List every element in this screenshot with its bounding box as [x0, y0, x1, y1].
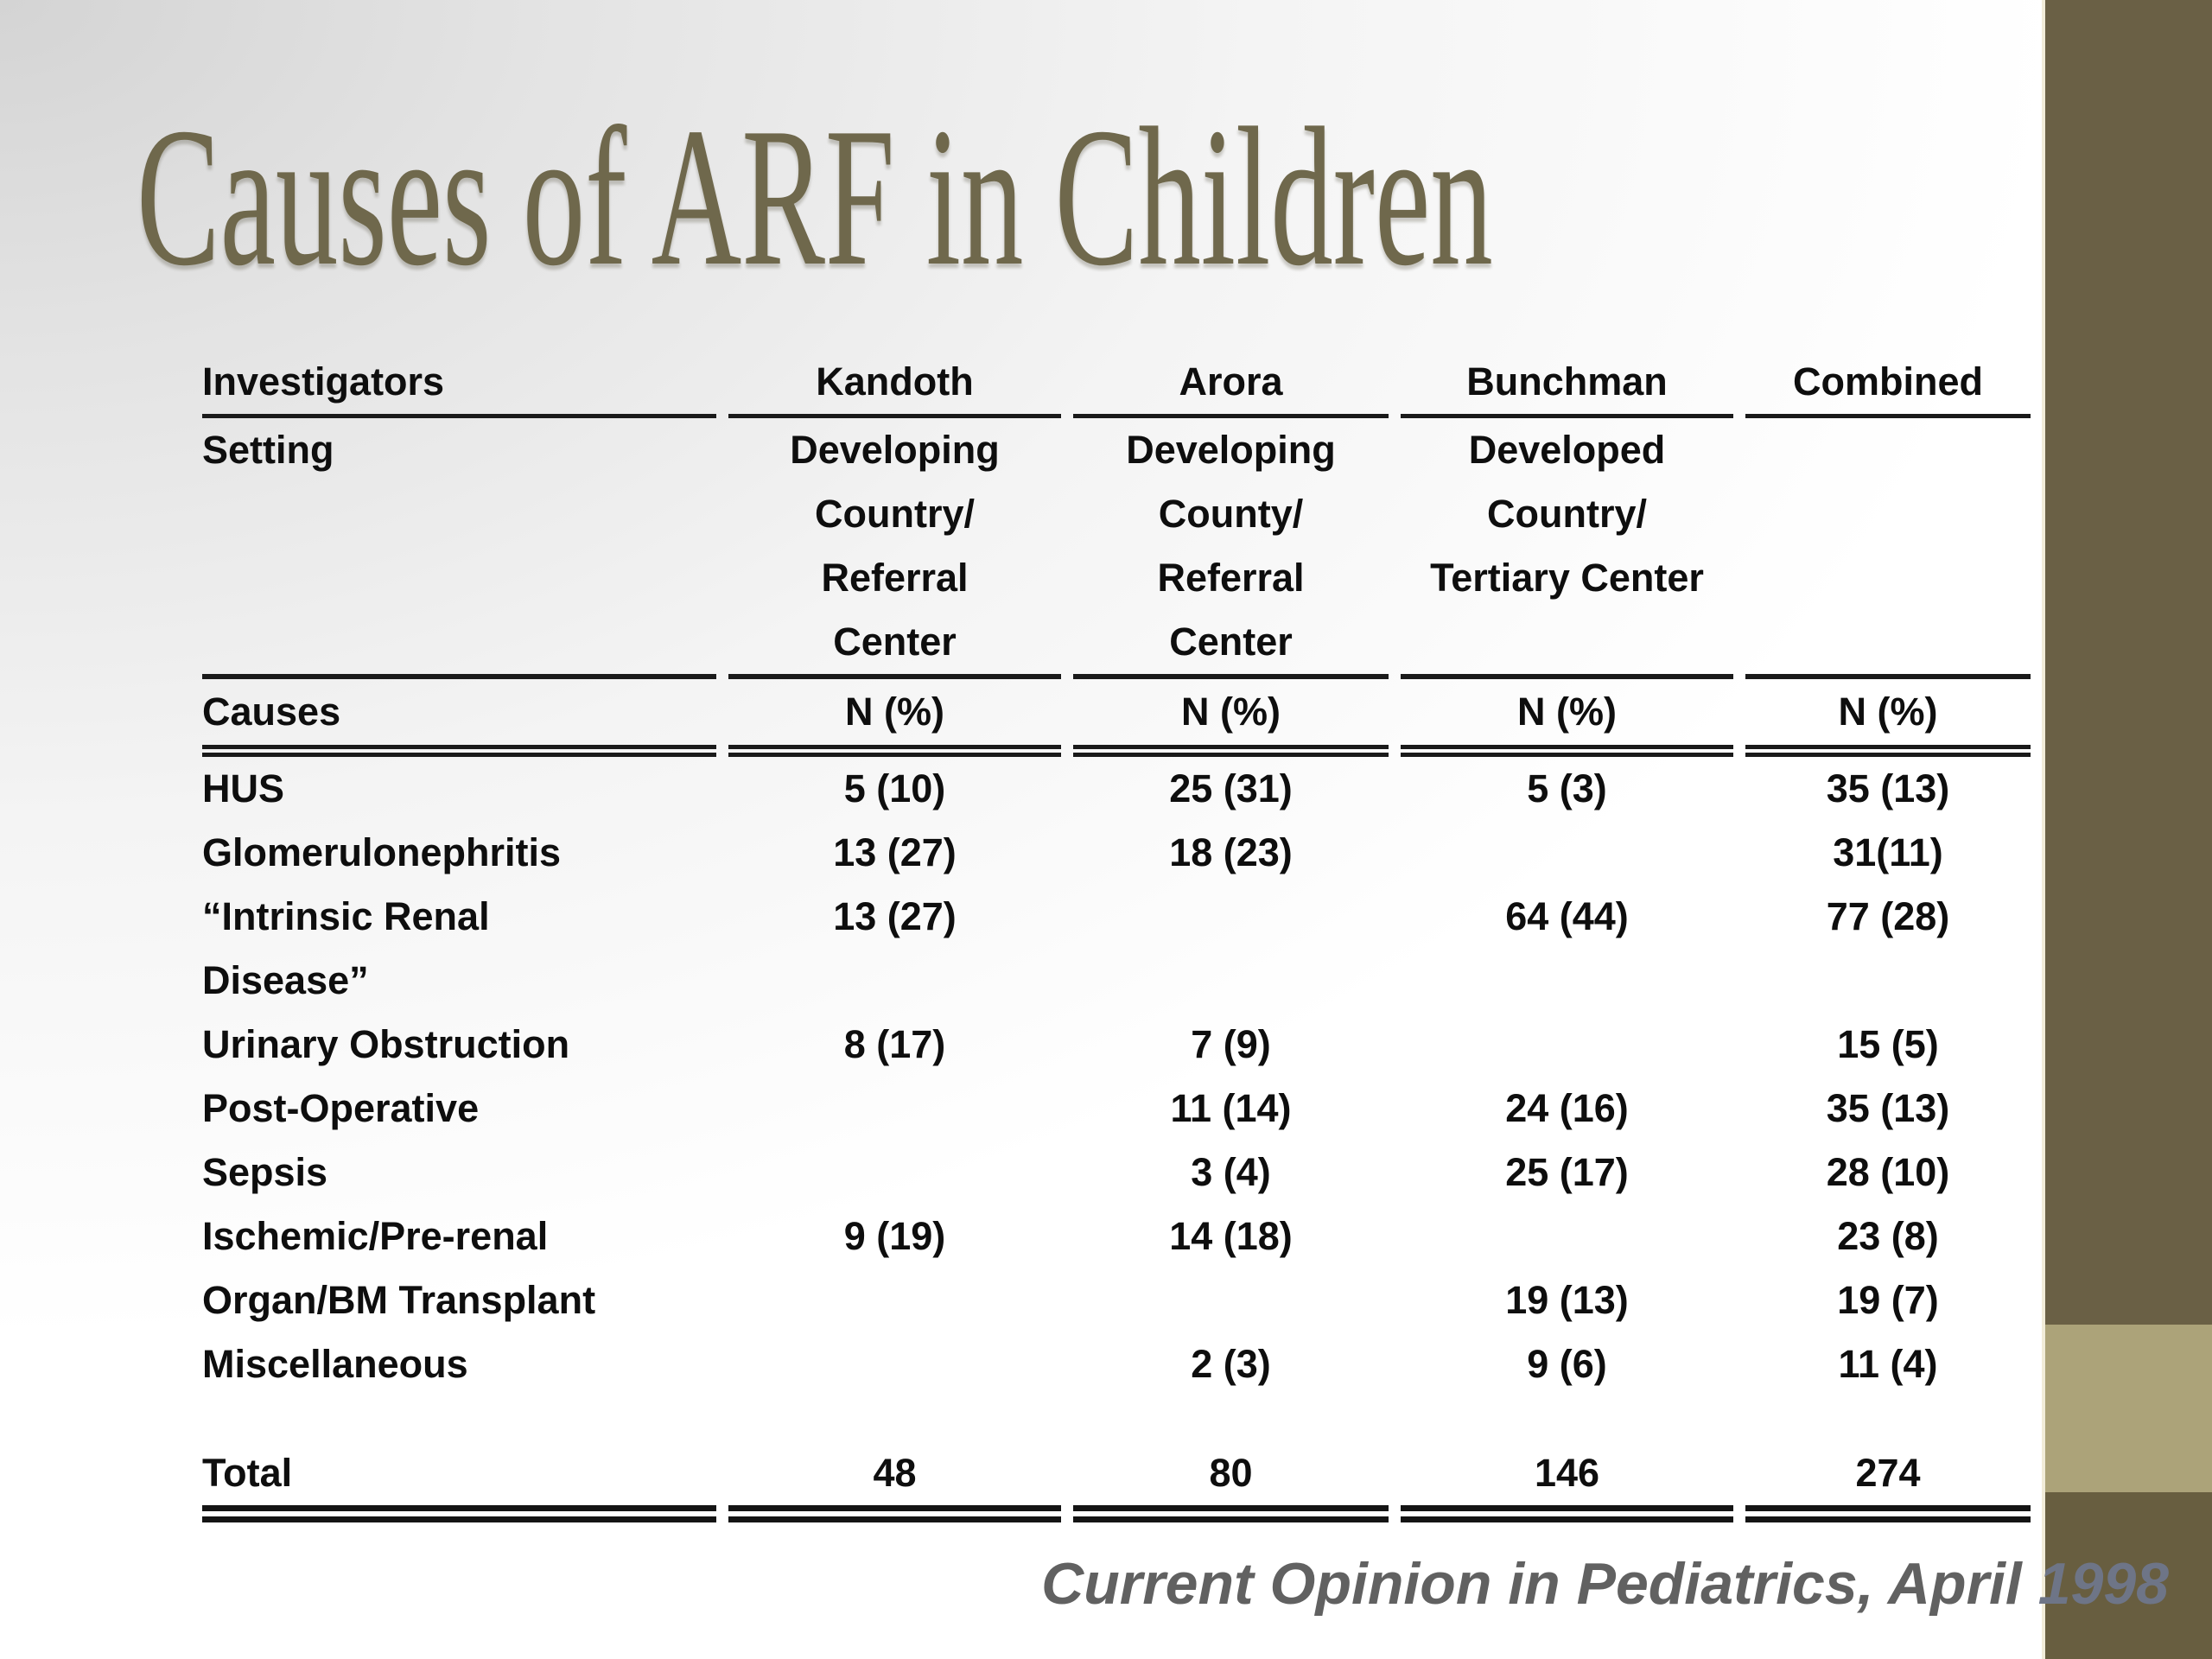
table-row: Organ/BM Transplant 19 (13) 19 (7): [202, 1268, 2031, 1332]
cell-arora: 18 (23): [1169, 830, 1293, 874]
side-band-bottom: [2045, 1492, 2212, 1659]
cell-kandoth: 13 (27): [833, 894, 957, 938]
cell-kandoth: [728, 1077, 1061, 1141]
total-bunchman: 146: [1401, 1441, 1733, 1522]
table-row: HUS 5 (10) 25 (31) 5 (3) 35 (13): [202, 757, 2031, 821]
spacer-row: [202, 1396, 2031, 1441]
setting-combined: [1745, 418, 2031, 679]
header-investigators: Investigators: [202, 350, 716, 418]
total-combined: 274: [1745, 1441, 2031, 1522]
cell-bunchman: 19 (13): [1505, 1278, 1629, 1322]
row-label: Glomerulonephritis: [202, 830, 562, 874]
total-kandoth: 48: [728, 1441, 1061, 1522]
cell-arora: [1073, 949, 1389, 1013]
cell-kandoth: [728, 1332, 1061, 1396]
cell-bunchman: 5 (3): [1527, 766, 1607, 810]
causes-header-row: Causes N (%) N (%) N (%) N (%): [202, 679, 2031, 757]
cell-arora: 25 (31): [1169, 766, 1293, 810]
total-arora: 80: [1073, 1441, 1389, 1522]
arf-table: Investigators Kandoth Arora Bunchman Com…: [190, 350, 2043, 1522]
table-row: “Intrinsic Renal 13 (27) 64 (44) 77 (28): [202, 885, 2031, 949]
citation: Current Opinion in Pediatrics, April 199…: [1041, 1552, 2169, 1617]
table-row: Ischemic/Pre-renal 9 (19) 14 (18) 23 (8): [202, 1205, 2031, 1268]
cell-kandoth: [728, 1268, 1061, 1332]
cell-arora: 11 (14): [1170, 1086, 1292, 1130]
setting-row: Setting Developing Country/ Referral Cen…: [202, 418, 2031, 679]
cell-kandoth: [728, 949, 1061, 1013]
header-bunchman: Bunchman: [1401, 350, 1733, 418]
cell-arora: 14 (18): [1169, 1214, 1293, 1258]
cell-arora: [1073, 885, 1389, 949]
setting-arora: Developing County/ Referral Center: [1073, 418, 1389, 679]
side-band-edge: [2042, 0, 2045, 1659]
cell-combined: 31(11): [1833, 830, 1943, 874]
row-label: Urinary Obstruction: [202, 1022, 570, 1066]
header-arora: Arora: [1073, 350, 1389, 418]
cell-combined: 23 (8): [1837, 1214, 1939, 1258]
npct-combined: N (%): [1745, 679, 2031, 757]
side-band: [2042, 0, 2212, 1659]
cell-combined: 28 (10): [1826, 1150, 1950, 1194]
cell-combined: 35 (13): [1826, 766, 1950, 810]
total-row: Total 48 80 146 274: [202, 1441, 2031, 1522]
cell-combined: 19 (7): [1837, 1278, 1939, 1322]
cell-bunchman: 64 (44): [1505, 894, 1629, 938]
cell-bunchman: 9 (6): [1527, 1342, 1607, 1386]
table-row: Glomerulonephritis 13 (27) 18 (23) 31(11…: [202, 821, 2031, 885]
cell-bunchman: [1401, 1013, 1733, 1077]
setting-bunchman: Developed Country/ Tertiary Center: [1401, 418, 1733, 679]
table-header-row: Investigators Kandoth Arora Bunchman Com…: [202, 350, 2031, 418]
cell-arora: 7 (9): [1191, 1022, 1271, 1066]
setting-kandoth: Developing Country/ Referral Center: [728, 418, 1061, 679]
table-row: Sepsis 3 (4) 25 (17) 28 (10): [202, 1141, 2031, 1205]
row-label: Ischemic/Pre-renal: [202, 1214, 549, 1258]
causes-label: Causes: [202, 679, 716, 757]
npct-arora: N (%): [1073, 679, 1389, 757]
cell-arora: 3 (4): [1191, 1150, 1271, 1194]
npct-bunchman: N (%): [1401, 679, 1733, 757]
cell-kandoth: 8 (17): [843, 1022, 946, 1066]
row-label: Sepsis: [202, 1150, 328, 1194]
setting-label: Setting: [202, 418, 716, 679]
row-label: Post-Operative: [202, 1086, 480, 1130]
table-row: Miscellaneous 2 (3) 9 (6) 11 (4): [202, 1332, 2031, 1396]
cell-arora: [1073, 1268, 1389, 1332]
cell-combined: 77 (28): [1826, 894, 1950, 938]
row-label: Disease”: [202, 958, 369, 1002]
page-title: Causes of ARF in Children: [137, 86, 1493, 307]
cell-bunchman: [1401, 1205, 1733, 1268]
cell-bunchman: [1401, 821, 1733, 885]
row-label: Miscellaneous: [202, 1342, 468, 1386]
cell-kandoth: [728, 1141, 1061, 1205]
citation-text: Current Opinion in Pediatrics, April: [1041, 1551, 2022, 1617]
cell-bunchman: 25 (17): [1505, 1150, 1629, 1194]
cell-combined: 11 (4): [1838, 1342, 1938, 1386]
table-row: Disease”: [202, 949, 2031, 1013]
cell-combined: [1745, 949, 2031, 1013]
cell-kandoth: 9 (19): [843, 1214, 946, 1258]
cell-kandoth: 13 (27): [833, 830, 957, 874]
cell-bunchman: [1401, 949, 1733, 1013]
total-label: Total: [202, 1441, 716, 1522]
npct-kandoth: N (%): [728, 679, 1061, 757]
cell-kandoth: 5 (10): [843, 766, 946, 810]
cell-bunchman: 24 (16): [1505, 1086, 1629, 1130]
header-combined: Combined: [1745, 350, 2031, 418]
cell-arora: 2 (3): [1191, 1342, 1271, 1386]
cell-combined: 15 (5): [1837, 1022, 1939, 1066]
side-band-top: [2045, 0, 2212, 1325]
row-label: “Intrinsic Renal: [202, 894, 490, 938]
row-label: Organ/BM Transplant: [202, 1278, 596, 1322]
citation-year: 1998: [2037, 1551, 2169, 1617]
row-label: HUS: [202, 766, 285, 810]
table-row: Post-Operative 11 (14) 24 (16) 35 (13): [202, 1077, 2031, 1141]
side-band-light: [2045, 1325, 2212, 1492]
cell-combined: 35 (13): [1826, 1086, 1950, 1130]
table-row: Urinary Obstruction 8 (17) 7 (9) 15 (5): [202, 1013, 2031, 1077]
header-kandoth: Kandoth: [728, 350, 1061, 418]
